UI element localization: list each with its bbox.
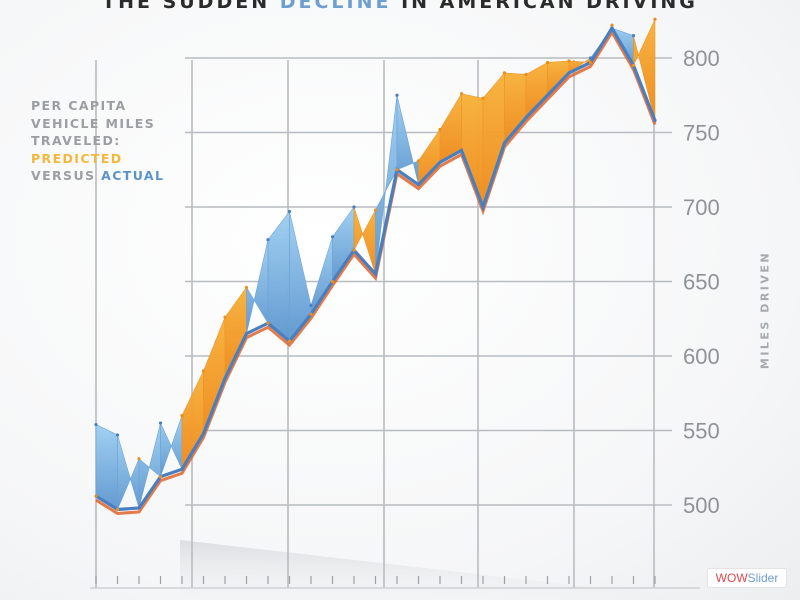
predicted-point-21 (545, 60, 550, 65)
predicted-point-0 (94, 494, 98, 498)
actual-point-15 (416, 183, 421, 187)
y-tick-label-500: 500 (683, 493, 720, 518)
ribbon-segment-8 (267, 210, 290, 342)
actual-point-17 (459, 148, 464, 152)
predicted-point-20 (524, 72, 528, 76)
actual-point-7 (244, 332, 249, 336)
predicted-point-26 (653, 17, 657, 21)
y-tick-label-700: 700 (683, 195, 720, 220)
actual-point-2 (137, 506, 141, 510)
actual-point-23 (588, 56, 593, 60)
ribbon-segment-18 (482, 72, 505, 208)
y-tick-label-600: 600 (683, 344, 720, 369)
watermark-part-1: WOW (715, 571, 748, 585)
actual-point-0 (94, 422, 98, 427)
predicted-point-1 (115, 507, 120, 512)
y-tick-label-750: 750 (683, 121, 720, 146)
ribbon-segment-17 (461, 93, 484, 208)
actual-point-8 (266, 238, 270, 242)
predicted-point-13 (373, 208, 378, 212)
predicted-point-2 (137, 457, 141, 461)
actual-point-26 (653, 118, 657, 123)
ribbon-segment-3 (160, 415, 183, 477)
legend: PER CAPITA VEHICLE MILES TRAVELED: PREDI… (31, 97, 231, 185)
actual-point-24 (610, 26, 614, 30)
actual-point-3 (158, 421, 163, 425)
predicted-point-3 (158, 475, 163, 479)
predicted-point-25 (631, 63, 636, 68)
predicted-point-9 (287, 339, 292, 343)
actual-point-25 (631, 34, 636, 38)
predicted-point-8 (266, 321, 270, 325)
actual-point-22 (567, 71, 571, 75)
predicted-point-22 (567, 59, 571, 63)
actual-point-4 (180, 467, 184, 471)
title-part-2: IN AMERICAN DRIVING (391, 0, 698, 13)
actual-point-16 (438, 160, 442, 164)
legend-line-3: TRAVELED: (31, 133, 121, 148)
legend-versus: VERSUS (31, 168, 102, 183)
ribbon-segment-1 (117, 434, 140, 510)
legend-line-2: VEHICLE MILES (31, 115, 156, 131)
predicted-point-12 (352, 248, 356, 252)
legend-predicted: PREDICTED (31, 150, 123, 166)
actual-point-5 (201, 431, 206, 436)
predicted-point-17 (459, 92, 464, 96)
predicted-point-23 (588, 60, 593, 65)
actual-point-20 (524, 116, 528, 120)
predicted-point-15 (416, 159, 421, 163)
predicted-point-24 (610, 23, 614, 27)
ribbon-underside-line (95, 29, 657, 515)
predicted-point-6 (223, 315, 227, 319)
title-part-1: THE SUDDEN (102, 0, 280, 13)
legend-actual: ACTUAL (101, 168, 165, 183)
predicted-point-10 (309, 312, 313, 316)
title-highlight: DECLINE (279, 0, 392, 13)
predicted-point-16 (438, 127, 442, 132)
legend-line-5: VERSUS ACTUAL (31, 167, 231, 185)
actual-point-1 (115, 433, 120, 437)
predicted-point-4 (180, 414, 184, 418)
actual-point-9 (287, 209, 292, 214)
wowslider-watermark[interactable]: WOWSlider (707, 568, 787, 588)
actual-point-21 (545, 93, 550, 97)
y-tick-label-650: 650 (683, 270, 720, 295)
y-tick-label-550: 550 (683, 419, 720, 444)
predicted-point-18 (481, 96, 485, 100)
actual-point-18 (481, 205, 485, 209)
ribbon-segment-7 (246, 239, 269, 334)
y-tick-label-800: 800 (683, 46, 720, 71)
actual-point-11 (330, 235, 335, 239)
chart-title: THE SUDDEN DECLINE IN AMERICAN DRIVING (0, 0, 800, 13)
predicted-point-5 (201, 369, 206, 373)
actual-point-13 (373, 272, 378, 276)
watermark-part-2: Slider (747, 571, 779, 585)
predicted-point-14 (395, 168, 399, 172)
predicted-point-11 (330, 279, 335, 284)
predicted-point-19 (502, 71, 507, 75)
y-axis-label: MILES DRIVEN (758, 250, 772, 370)
ribbon-segment-6 (224, 286, 247, 379)
actual-point-12 (352, 205, 356, 209)
predicted-point-7 (244, 285, 249, 290)
actual-point-6 (223, 376, 227, 380)
actual-point-10 (309, 303, 313, 307)
actual-point-14 (395, 93, 399, 97)
actual-point-19 (502, 141, 507, 145)
ribbon-segment-5 (203, 317, 226, 434)
floor-shadow (180, 540, 660, 600)
legend-line-1: PER CAPITA (31, 98, 127, 113)
